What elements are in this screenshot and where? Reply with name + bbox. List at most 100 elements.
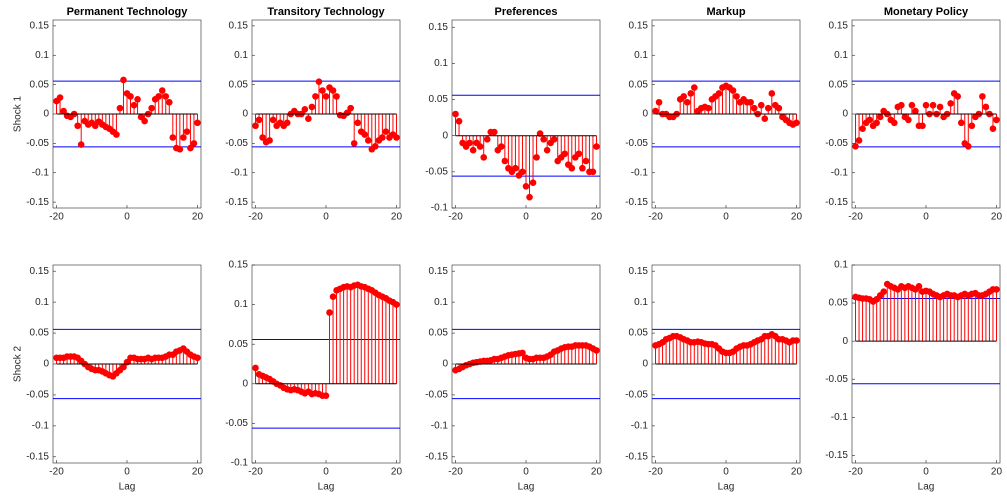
- stem-marker: [466, 139, 473, 147]
- x-tick-label: -20: [648, 467, 663, 478]
- stem-marker: [936, 103, 944, 111]
- stem-marker: [540, 136, 547, 143]
- stem-marker: [550, 136, 558, 143]
- stem-marker: [575, 150, 583, 158]
- stem-marker: [483, 136, 491, 143]
- y-tick-label: 0.05: [30, 79, 50, 90]
- y-tick-label: 0.1: [834, 50, 848, 61]
- y-tick-label: -0.05: [825, 374, 848, 385]
- x-tick-label: 0: [523, 467, 529, 478]
- x-axis-label: Lag: [318, 482, 335, 493]
- stem-marker: [715, 90, 723, 97]
- y-tick-label: 0.1: [35, 297, 49, 308]
- y-tick-label: 0.05: [30, 328, 50, 339]
- y-tick-label: -0.1: [32, 167, 50, 178]
- y-tick-label: 0: [43, 359, 49, 370]
- stem-marker: [522, 183, 530, 190]
- y-tick-label: 0: [842, 336, 848, 347]
- stem-marker: [873, 119, 880, 127]
- stem-marker: [266, 137, 273, 144]
- stem-marker: [162, 93, 170, 100]
- y-tick-label: 0: [242, 109, 248, 120]
- stem-marker: [130, 101, 138, 109]
- stem-marker: [120, 76, 127, 84]
- stem-marker: [993, 116, 1000, 124]
- stem-marker: [452, 110, 459, 118]
- stem-marker: [561, 150, 569, 158]
- stem-marker: [859, 125, 866, 132]
- stem-marker: [283, 119, 291, 127]
- stem-marker: [705, 104, 712, 112]
- stem-marker: [127, 93, 134, 100]
- stem-marker: [568, 164, 576, 172]
- stem-marker: [529, 179, 537, 186]
- y-tick-label: 0.1: [834, 260, 848, 271]
- stem-marker: [993, 286, 1000, 293]
- y-axis-label: Shock 1: [13, 95, 24, 132]
- stem-marker: [764, 104, 772, 112]
- x-tick-label: 20: [391, 467, 403, 478]
- stem-marker: [793, 337, 800, 344]
- y-tick-label: 0.15: [229, 260, 249, 271]
- stem-marker: [134, 96, 141, 103]
- stem-marker: [979, 93, 986, 100]
- y-tick-label: -0.1: [32, 421, 50, 432]
- y-tick-label: -0.15: [26, 451, 49, 462]
- x-tick-label: 0: [323, 467, 329, 478]
- stem-marker: [347, 104, 354, 112]
- y-tick-label: 0: [442, 130, 448, 141]
- stem-marker: [364, 137, 372, 144]
- y-tick-label: -0.1: [231, 167, 249, 178]
- y-tick-label: -0.1: [831, 412, 849, 423]
- stem-marker: [301, 106, 309, 113]
- chart-title: Permanent Technology: [67, 6, 189, 18]
- stem-marker: [269, 116, 277, 124]
- y-tick-label: 0.05: [829, 298, 849, 309]
- stem-marker: [74, 122, 81, 130]
- x-tick-label: 0: [323, 212, 329, 223]
- x-tick-label: 20: [791, 212, 803, 223]
- stem-marker: [954, 93, 962, 100]
- stem-marker: [329, 87, 337, 94]
- stem-marker: [750, 104, 758, 112]
- stem-marker: [187, 144, 194, 152]
- y-tick-label: -0.05: [625, 138, 648, 149]
- y-tick-label: 0: [43, 109, 49, 120]
- y-tick-label: 0: [642, 109, 648, 120]
- y-tick-label: -0.05: [225, 418, 248, 429]
- stem-marker: [589, 168, 597, 176]
- stem-marker: [989, 125, 997, 132]
- y-tick-label: -0.05: [425, 166, 448, 177]
- y-tick-label: 0.1: [634, 50, 648, 61]
- stem-marker: [350, 140, 358, 147]
- x-tick-label: 0: [923, 467, 929, 478]
- x-tick-label: -20: [848, 212, 863, 223]
- stem-marker: [308, 103, 316, 111]
- stem-marker: [372, 143, 379, 150]
- y-tick-label: -0.15: [825, 450, 848, 461]
- y-tick-label: 0.1: [434, 58, 448, 69]
- stem-marker: [733, 93, 740, 100]
- y-tick-label: 0.1: [234, 50, 248, 61]
- stem-marker: [757, 101, 765, 109]
- x-tick-label: 0: [723, 467, 729, 478]
- chart-title: Monetary Policy: [884, 6, 969, 18]
- x-tick-label: -20: [248, 212, 263, 223]
- stem-marker: [543, 146, 551, 154]
- stem-marker: [382, 128, 390, 135]
- x-tick-label: -20: [49, 467, 64, 478]
- stem-marker: [194, 354, 201, 362]
- stem-marker: [379, 134, 386, 141]
- y-tick-label: 0.1: [35, 50, 49, 61]
- x-tick-label: 0: [723, 212, 729, 223]
- y-axis-label: Shock 2: [13, 345, 24, 382]
- stem-marker: [533, 154, 540, 161]
- stem-marker: [655, 98, 663, 106]
- stem-marker: [116, 104, 124, 112]
- stem-marker: [876, 113, 884, 121]
- y-tick-label: 0: [842, 109, 848, 120]
- stem-marker: [680, 93, 688, 100]
- stem-marker: [880, 288, 888, 295]
- stem-marker: [322, 93, 330, 100]
- y-tick-label: -0.1: [631, 421, 649, 432]
